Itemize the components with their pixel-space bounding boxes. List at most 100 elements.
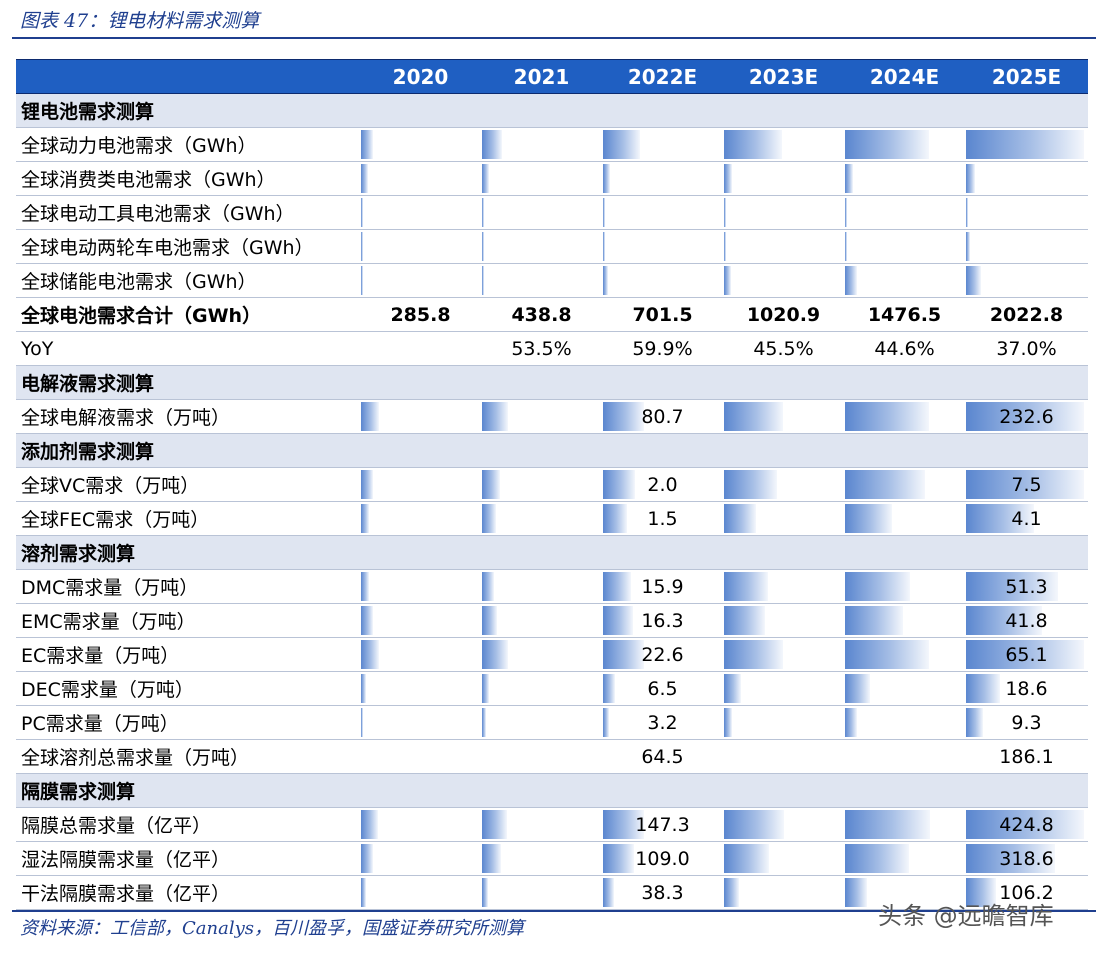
data-bar: [361, 164, 369, 193]
value-cell: [723, 196, 844, 230]
section-label: 锂电池需求测算: [16, 93, 1088, 128]
data-bar: [603, 674, 615, 703]
cell-value: 41.8: [1005, 609, 1048, 632]
table-row: 全球电动两轮车电池需求（GWh）: [16, 230, 1088, 264]
cell-value: 44.6%: [874, 337, 935, 360]
table-row: 湿法隔膜需求量（亿平） 109.0 318.6: [16, 842, 1088, 876]
data-bar: [845, 606, 903, 635]
value-cell: [723, 502, 844, 536]
value-cell: [481, 128, 602, 162]
data-bar: [482, 844, 501, 873]
cell-value: 438.8: [511, 303, 572, 326]
table-row: 全球溶剂总需求量（万吨） 64.5 186.1: [16, 740, 1088, 774]
value-cell: [481, 604, 602, 638]
cell-value: 106.2: [999, 881, 1054, 904]
table-row: YoY 53.5% 59.9% 45.5% 44.6% 37.0%: [16, 332, 1088, 366]
data-bar: [482, 470, 500, 499]
data-bar: [966, 130, 1084, 159]
value-cell: [360, 128, 481, 162]
data-bar: [966, 708, 983, 737]
data-bar: [482, 572, 494, 601]
cell-value: 1.5: [647, 507, 678, 530]
value-cell: [360, 196, 481, 230]
value-cell: [844, 264, 965, 298]
table-row: EC需求量（万吨） 22.6 65.1: [16, 638, 1088, 672]
cell-value: 2.0: [647, 473, 678, 496]
data-bar: [724, 198, 726, 227]
row-label: PC需求量（万吨）: [21, 713, 179, 735]
data-bar: [966, 878, 996, 907]
row-label: 全球FEC需求（万吨）: [21, 509, 210, 531]
value-cell: 15.9: [602, 570, 723, 604]
value-cell: [481, 162, 602, 196]
value-cell: [481, 230, 602, 264]
value-cell: [360, 570, 481, 604]
year-header: 2025E: [965, 59, 1088, 94]
year-header: 2022E: [602, 59, 723, 94]
cell-value: 22.6: [641, 643, 684, 666]
value-cell: [481, 808, 602, 842]
data-bar: [361, 844, 373, 873]
cell-value: 15.9: [641, 575, 684, 598]
cell-value: 147.3: [635, 813, 690, 836]
value-cell: [844, 468, 965, 502]
value-cell: [360, 740, 481, 774]
row-label: 全球溶剂总需求量（万吨）: [21, 747, 250, 769]
value-cell: [360, 638, 481, 672]
value-cell: [723, 128, 844, 162]
value-cell: [602, 128, 723, 162]
cell-value: 424.8: [999, 813, 1054, 836]
value-cell: [360, 808, 481, 842]
cell-value: 109.0: [635, 847, 690, 870]
data-bar: [482, 504, 497, 533]
data-bar: [482, 640, 508, 669]
table-row: EMC需求量（万吨） 16.3 41.8: [16, 604, 1088, 638]
value-cell: [723, 638, 844, 672]
data-bar: [845, 504, 893, 533]
value-cell: 7.5: [965, 468, 1088, 502]
section-label: 添加剂需求测算: [16, 433, 1088, 468]
value-cell: 64.5: [602, 740, 723, 774]
data-bar: [361, 266, 363, 295]
value-cell: 701.5: [602, 298, 723, 332]
value-cell: 44.6%: [844, 332, 965, 366]
value-cell: 6.5: [602, 672, 723, 706]
value-cell: 285.8: [360, 298, 481, 332]
cell-value: 6.5: [647, 677, 678, 700]
cell-value: 51.3: [1005, 575, 1048, 598]
section-row: 隔膜需求测算: [16, 773, 1088, 808]
value-cell: [481, 196, 602, 230]
section-label: 溶剂需求测算: [16, 535, 1088, 570]
data-bar: [361, 572, 370, 601]
row-label: 湿法隔膜需求量（亿平）: [21, 849, 231, 871]
value-cell: [844, 638, 965, 672]
value-cell: [360, 400, 481, 434]
section-label: 电解液需求测算: [16, 365, 1088, 400]
data-bar: [361, 198, 363, 227]
data-bar: [724, 470, 778, 499]
data-bar: [966, 674, 1001, 703]
table-row: 全球电动工具电池需求（GWh）: [16, 196, 1088, 230]
data-bar: [845, 232, 848, 261]
cell-value: 9.3: [1011, 711, 1042, 734]
data-bar: [966, 810, 1084, 839]
data-bar: [966, 470, 1084, 499]
value-cell: 45.5%: [723, 332, 844, 366]
data-bar: [482, 878, 488, 907]
table-row: 全球消费类电池需求（GWh）: [16, 162, 1088, 196]
figure-title: 图表 47：锂电材料需求测算: [20, 10, 260, 32]
data-bar: [603, 232, 606, 261]
data-bar: [724, 402, 783, 431]
value-cell: [602, 162, 723, 196]
value-cell: [481, 502, 602, 536]
cell-value: 4.1: [1011, 507, 1042, 530]
cell-value: 701.5: [632, 303, 693, 326]
table-row: 隔膜总需求量（亿平） 147.3 424.8: [16, 808, 1088, 842]
section-label: 隔膜需求测算: [16, 773, 1088, 808]
value-cell: 424.8: [965, 808, 1088, 842]
value-cell: [481, 468, 602, 502]
data-bar: [845, 708, 857, 737]
cell-value: 37.0%: [996, 337, 1057, 360]
data-bar: [603, 504, 627, 533]
table-row: 干法隔膜需求量（亿平） 38.3 106.2: [16, 876, 1088, 910]
